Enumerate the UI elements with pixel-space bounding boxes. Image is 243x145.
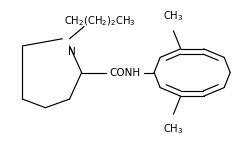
Text: CH$_2$(CH$_2$)$_2$CH$_3$: CH$_2$(CH$_2$)$_2$CH$_3$ (64, 15, 136, 28)
Text: CH$_3$: CH$_3$ (163, 9, 184, 23)
Text: N: N (68, 47, 76, 57)
Text: CH$_3$: CH$_3$ (163, 122, 184, 136)
Text: CONH: CONH (110, 68, 141, 77)
